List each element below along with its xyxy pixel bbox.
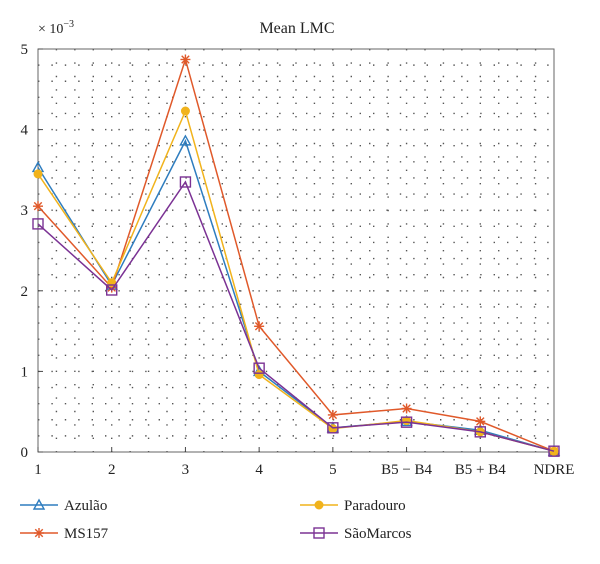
marker-square [106, 284, 118, 296]
legend: Azulão Paradouro MS157 SãoMarcos [20, 498, 412, 542]
grid [38, 49, 554, 452]
chart-title: Mean LMC [259, 20, 334, 37]
x-tick-label: NDRE [534, 462, 575, 478]
marker-star [34, 528, 44, 538]
y-multiplier-base: × 10 [38, 22, 63, 37]
y-multiplier: × 10−3 [38, 19, 74, 37]
legend-item: Azulão [20, 498, 107, 514]
legend-label: Paradouro [344, 498, 406, 514]
legend-item: SãoMarcos [300, 526, 412, 542]
legend-label: MS157 [64, 526, 109, 542]
marker-star-stroke [402, 404, 411, 413]
marker-circle [314, 500, 324, 510]
legend-item: Paradouro [300, 498, 406, 514]
y-multiplier-exponent: −3 [63, 19, 74, 30]
x-axis: 1 2 3 4 5 B5 − B4 B5 + B4 NDRE [34, 447, 574, 478]
series-circle [33, 106, 559, 456]
marker-square [400, 416, 413, 428]
marker-square [548, 445, 560, 457]
marker-star [401, 403, 412, 414]
series-square [32, 176, 560, 457]
x-tick-label: B5 + B4 [455, 462, 506, 478]
marker-star-stroke [33, 201, 43, 211]
marker-star [475, 416, 486, 427]
marker-square [32, 218, 44, 230]
marker-triangle [179, 134, 192, 146]
marker-star-stroke [254, 322, 264, 331]
legend-label: Azulão [64, 498, 107, 514]
x-tick-label: 4 [255, 462, 263, 478]
x-tick-label: 5 [329, 462, 337, 478]
marker-square [474, 426, 486, 438]
marker-star [254, 321, 265, 332]
y-tick-label: 0 [21, 445, 29, 461]
y-tick-label: 2 [21, 284, 29, 300]
marker-square [253, 362, 265, 374]
series-star [33, 54, 559, 457]
marker-circle [254, 370, 264, 380]
marker-circle [33, 169, 43, 179]
marker-square [327, 422, 339, 434]
series-line [37, 56, 555, 452]
x-tick-label: 2 [108, 462, 116, 478]
marker-star [180, 54, 191, 65]
marker-square [179, 176, 192, 188]
marker-square [313, 527, 325, 539]
y-tick-label: 4 [21, 123, 29, 139]
marker-star-stroke [34, 528, 44, 538]
y-axis: 0 1 2 3 4 5 [21, 42, 43, 461]
x-tick-label: B5 − B4 [381, 462, 432, 478]
marker-star-stroke [181, 55, 190, 64]
marker-circle [180, 106, 190, 116]
marker-triangle [32, 498, 46, 510]
y-tick-label: 3 [21, 203, 29, 219]
legend-label: SãoMarcos [344, 526, 412, 542]
series-line [37, 180, 555, 452]
legend-item: MS157 [20, 526, 109, 542]
marker-star-stroke [328, 410, 338, 420]
series-line [37, 138, 555, 452]
x-tick-label: 1 [34, 462, 42, 478]
y-tick-label: 5 [21, 42, 29, 58]
y-tick-label: 1 [21, 364, 29, 380]
marker-star-stroke [476, 417, 485, 426]
x-tick-label: 3 [182, 462, 190, 478]
plot-frame [37, 48, 555, 453]
marker-star [327, 409, 338, 420]
marker-star [33, 201, 43, 212]
